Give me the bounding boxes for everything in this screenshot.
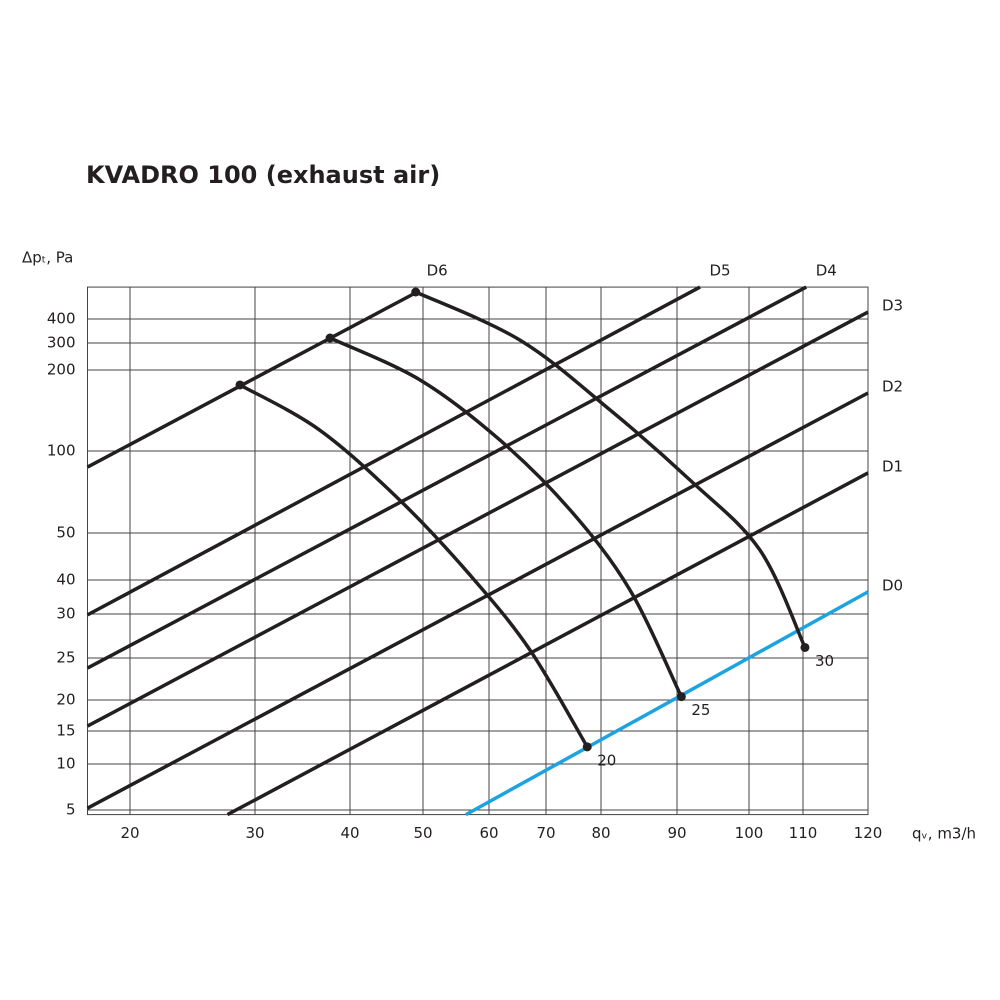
y-tick-label: 25 [56,649,75,667]
y-tick-label: 50 [56,524,75,542]
duct-line [86,285,701,617]
x-tick-label: 20 [120,824,139,842]
y-tick-label: 40 [56,571,75,589]
fan-curve [329,336,683,698]
y-tick-label: 10 [56,755,75,773]
series-label: D6 [427,262,448,280]
y-tick-label: 400 [47,310,76,328]
series-label: D4 [816,262,837,280]
x-tick-label: 60 [479,824,498,842]
x-tick-label: 90 [667,824,686,842]
series-label: D2 [882,378,903,396]
curve-point [582,742,592,752]
x-axis-label: qᵥ, m3/h [912,825,976,843]
y-tick-label: 15 [56,722,75,740]
y-axis-label: Δpₜ, Pa [22,249,73,267]
x-tick-label: 30 [245,824,264,842]
y-tick-label: 5 [66,801,76,819]
x-tick-label: 40 [340,824,359,842]
curve-point [325,333,335,343]
curve-point [411,287,421,297]
curve-point [800,642,810,652]
x-tick-label: 110 [789,824,818,842]
curve-label: 25 [691,701,710,719]
curve-point [235,380,245,390]
fan-curve [239,383,589,748]
duct-line [86,285,808,670]
duct-line [465,590,869,817]
x-tick-label: 70 [536,824,555,842]
x-tick-label: 120 [854,824,883,842]
y-tick-label: 20 [56,691,75,709]
duct-line [226,471,869,817]
curve-label: 30 [815,652,834,670]
series-label: D3 [882,297,903,315]
x-tick-label: 50 [413,824,432,842]
fan-curve [414,290,807,649]
y-tick-label: 30 [56,605,75,623]
series-label: D5 [709,262,730,280]
x-tick-label: 100 [735,824,764,842]
y-tick-label: 300 [47,334,76,352]
y-tick-label: 200 [47,361,76,379]
duct-line [86,310,869,728]
x-tick-label: 80 [591,824,610,842]
duct-line [86,290,418,469]
curve-point [676,692,686,702]
y-tick-label: 100 [47,442,76,460]
duct-line [86,391,869,810]
chart-title: KVADRO 100 (exhaust air) [86,161,440,189]
series-label: D1 [882,457,903,475]
series-label: D0 [882,576,903,594]
curve-label: 20 [597,751,616,769]
